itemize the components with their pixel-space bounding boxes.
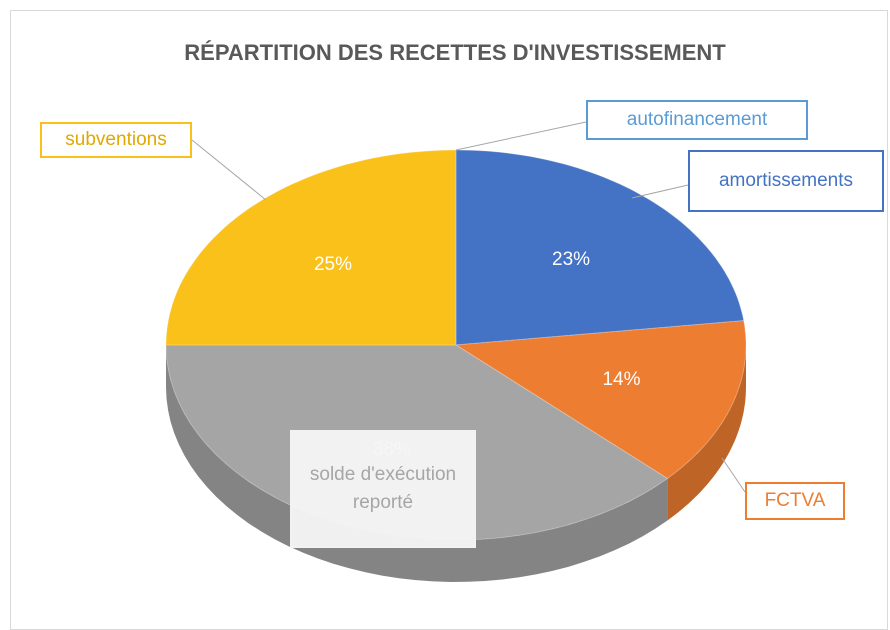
- data-label: 14%: [602, 369, 640, 390]
- leader-line: [631, 184, 689, 199]
- category-label: autofinancement: [586, 100, 808, 140]
- category-label: solde d'exécution reporté: [290, 430, 476, 548]
- pie-slice: [165, 149, 457, 346]
- data-label: 25%: [314, 254, 352, 275]
- category-label: subventions: [40, 122, 192, 158]
- data-label: 23%: [552, 249, 590, 270]
- category-label: amortissements: [688, 150, 884, 212]
- leader-line: [191, 139, 267, 201]
- chart-title: RÉPARTITION DES RECETTES D'INVESTISSEMEN…: [184, 40, 726, 65]
- category-label: FCTVA: [745, 482, 845, 520]
- pie-slice-side: [667, 345, 746, 521]
- pie-slice: [455, 149, 745, 346]
- leader-line: [455, 121, 587, 151]
- pie-slice: [454, 320, 747, 480]
- leader-line: [721, 457, 746, 493]
